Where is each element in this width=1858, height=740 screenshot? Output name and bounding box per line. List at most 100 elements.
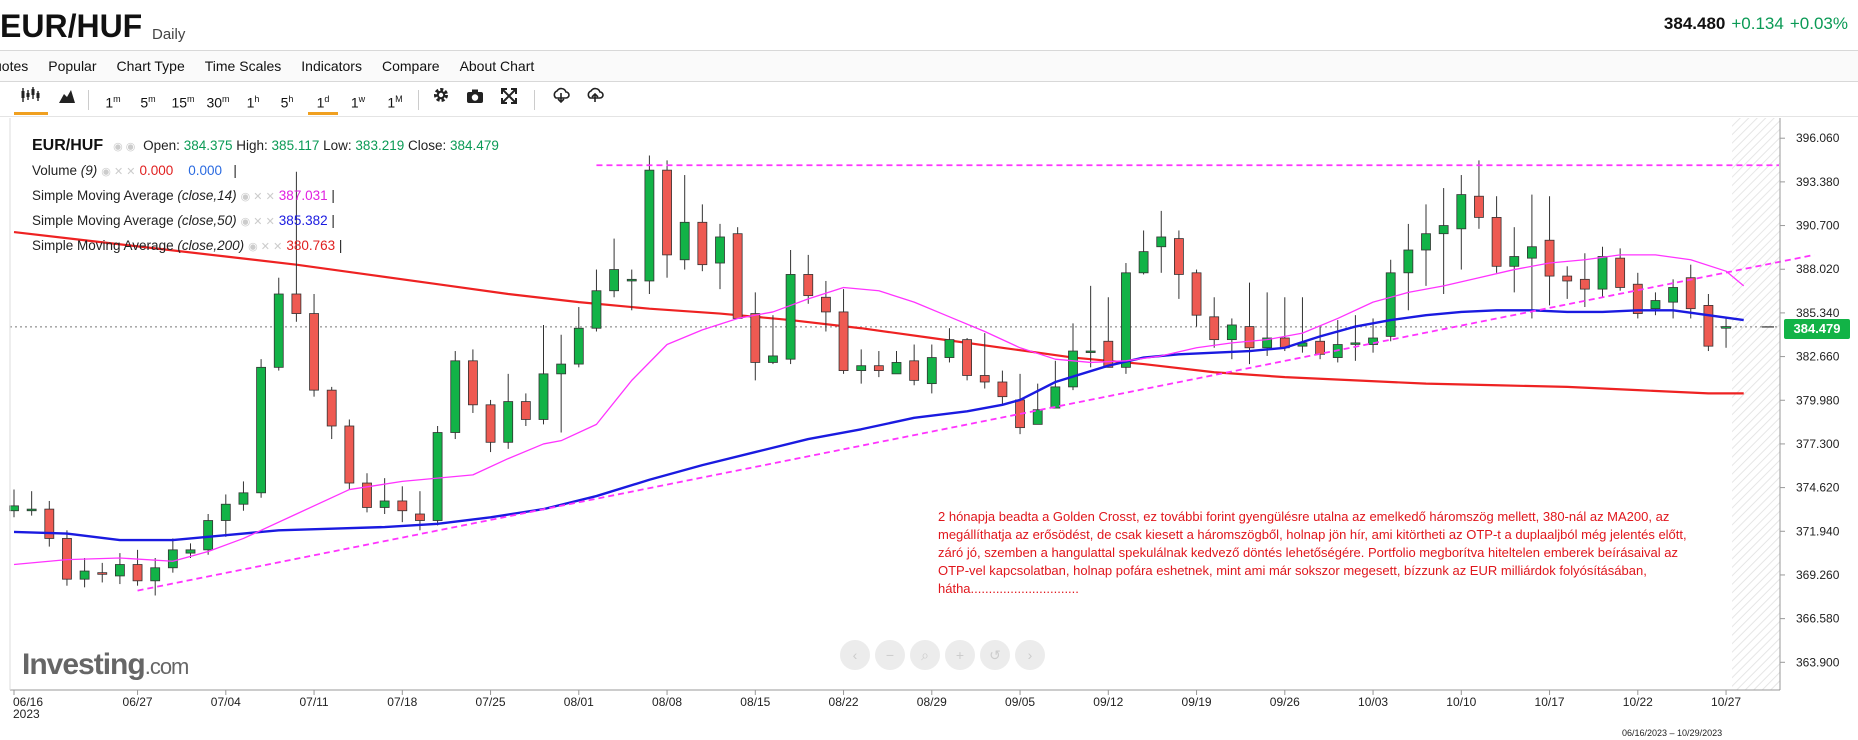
candle [1562,266,1573,299]
arrow-right-icon[interactable]: › [1015,640,1045,670]
menu-time-scales[interactable]: Time Scales [204,58,282,74]
settings-icon[interactable] [428,86,454,112]
y-tick-label: 377.300 [1796,437,1840,451]
eye-icon[interactable]: ◉ ✕ ✕ [248,241,283,253]
axes-layer: 396.060 393.380 390.700 388.020 385.340 382.6… [9,118,1840,721]
area-icon[interactable] [52,86,82,112]
candle [326,386,337,440]
candle [997,370,1008,405]
tf-1w[interactable]: 1w [350,94,366,111]
candle-body [538,373,549,420]
tf-1M[interactable]: 1M [387,94,403,111]
camera-icon[interactable] [462,86,488,112]
tf-1m[interactable]: 1m [105,94,121,111]
candles-icon[interactable] [14,86,48,115]
menu-chart-type[interactable]: Chart Type [116,58,185,74]
candle [662,160,672,278]
candle [397,486,408,523]
fullscreen-icon[interactable] [496,86,522,112]
candle [750,292,761,381]
eye-icon[interactable]: ◉ ✕ ✕ [101,166,136,178]
candle-body [1068,350,1078,388]
candle [1474,160,1484,229]
zoom-in-icon[interactable]: + [945,640,975,670]
tf-5m[interactable]: 5m [140,94,156,111]
candle [1491,196,1502,273]
candle [732,227,743,319]
candle [520,393,531,426]
candle-body [1491,217,1502,267]
future-area [1732,118,1780,690]
candle-body [291,293,302,314]
last-price: 384.480 [1663,14,1726,33]
zoom-icon[interactable]: ⌕ [910,640,940,670]
candle [1385,259,1396,342]
sma14-value: 387.031 [278,188,328,203]
toolbar-divider [534,90,535,110]
menu-popular[interactable]: Popular [48,58,97,74]
candle-body [62,538,72,580]
candle-body [768,355,778,363]
eye-icon[interactable]: ◉ ✕ ✕ [240,191,275,203]
tf-1d[interactable]: 1d [308,86,338,115]
candle [432,426,443,526]
candle [1685,264,1696,319]
logo-brand: Investing [22,648,146,681]
candle-body [1385,272,1396,337]
candle [1279,297,1290,352]
candle-body [1597,256,1608,290]
candle [1138,230,1149,275]
candle-body [1368,337,1378,345]
x-tick-label: 10/17 [1535,695,1565,709]
price-chart[interactable]: 396.060 393.380 390.700 388.020 385.340 382.6… [0,118,1858,740]
candle [626,269,637,311]
menu-quotes[interactable]: uotes [0,58,29,74]
candle [909,344,920,386]
tf-5h[interactable]: 5h [280,94,294,111]
candle [891,351,902,375]
candle [1032,383,1043,425]
eye-icon[interactable]: ◉ ✕ ✕ [240,216,275,228]
candle-body [715,236,725,264]
x-tick-label: 08/29 [917,695,947,709]
candle-body [44,508,55,539]
menu-compare[interactable]: Compare [381,58,440,74]
tf-30m[interactable]: 30m [206,94,230,111]
menu-about-chart[interactable]: About Chart [459,58,535,74]
x-tick-label: 08/08 [652,695,682,709]
tf-1h[interactable]: 1h [246,94,260,111]
low-value: 383.219 [355,138,405,153]
candle-body [591,290,602,329]
candle-body [803,274,814,297]
download-icon[interactable] [548,86,574,112]
reset-icon[interactable]: ↺ [980,640,1010,670]
candle [979,333,990,389]
candle-body [1403,249,1414,274]
candle-body [785,274,796,360]
candle [44,500,55,547]
candle-body [9,505,19,512]
chart-toolbar: 1m 5m 15m 30m 1h 5h 1d 1w 1M [0,82,1858,117]
y-tick-label: 369.260 [1796,568,1840,582]
zoom-out-icon[interactable]: − [875,640,905,670]
y-tick-label: 390.700 [1796,219,1840,233]
candle [362,473,372,513]
upload-icon[interactable] [582,86,608,112]
menu-indicators[interactable]: Indicators [301,58,362,74]
symbol-title: EUR/HUF [0,8,143,44]
candle [1015,373,1025,435]
eye-icon[interactable]: ◉ ◉ [113,141,136,153]
candle-body [79,570,90,580]
high-label: High: [236,138,268,153]
sma-label: Simple Moving Average [32,238,174,253]
candle [1403,223,1414,311]
candle [1121,263,1131,374]
x-tick-label: 09/26 [1270,695,1300,709]
x-tick-label: 09/19 [1182,695,1212,709]
candle-body [573,327,584,365]
legend-volume-row: Volume (9) ◉ ✕ ✕ 0.000 0.000 | [32,163,237,178]
tf-15m[interactable]: 15m [171,94,195,111]
arrow-left-icon[interactable]: ‹ [840,640,870,670]
open-label: Open: [143,138,180,153]
candle-body [1615,257,1626,288]
